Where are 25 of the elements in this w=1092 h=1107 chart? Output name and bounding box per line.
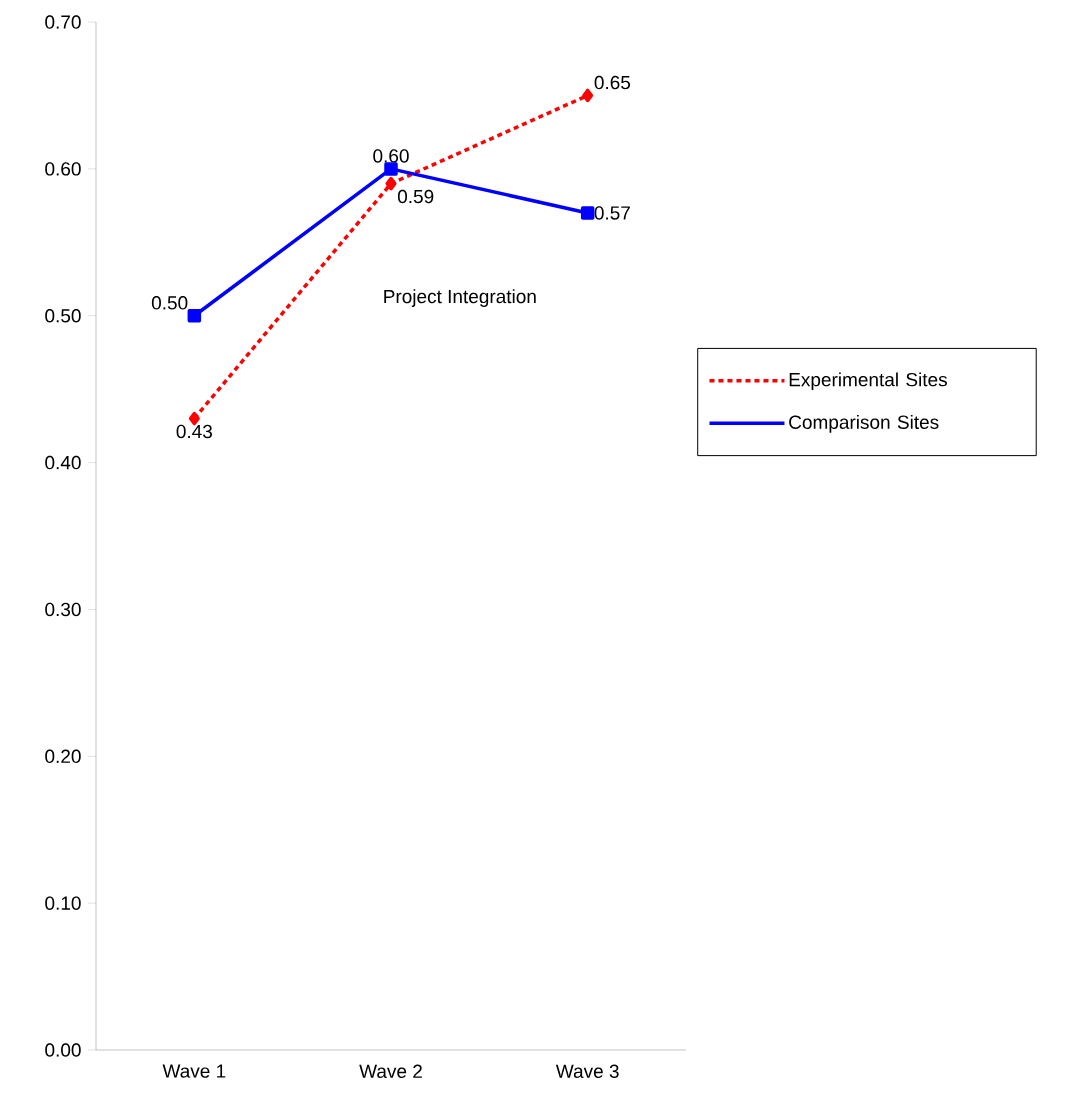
- x-tick-label: Wave 1: [162, 1064, 226, 1078]
- data-label: 0.59: [397, 189, 434, 204]
- point: [187, 309, 202, 323]
- x-tick-label: Wave 2: [359, 1064, 422, 1078]
- y-tick-label: 0.10: [45, 896, 81, 910]
- data-label: 0.50: [151, 296, 188, 310]
- x-tick-label: Wave 3: [555, 1064, 619, 1078]
- text: Project Integration: [384, 289, 536, 307]
- data-label: 0.43: [176, 424, 212, 439]
- data-label: 0.60: [373, 149, 409, 163]
- data-label: 0.57: [594, 206, 630, 220]
- y-tick-label: 0.60: [45, 162, 81, 176]
- y-tick-label: 0.30: [45, 602, 81, 617]
- data-label: 0.65: [594, 75, 631, 90]
- legend-label: Comparison Sites: [789, 415, 939, 433]
- point: [384, 162, 398, 176]
- y-tick-label: 0.00: [45, 1043, 81, 1057]
- point: [385, 176, 397, 191]
- point: [582, 88, 594, 103]
- legend-label: Experimental Sites: [789, 372, 947, 391]
- y-tick-label: 0.20: [45, 749, 81, 764]
- y-tick-label: 0.50: [45, 309, 81, 323]
- point: [580, 206, 595, 220]
- y-tick-label: 0.40: [45, 455, 81, 470]
- y-tick-label: 0.70: [45, 15, 81, 29]
